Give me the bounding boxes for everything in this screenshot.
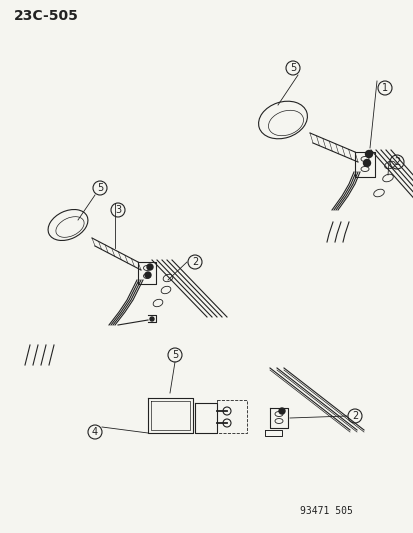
Circle shape [278,408,284,414]
Circle shape [363,159,370,166]
Text: 2: 2 [191,257,198,267]
Text: 93471 505: 93471 505 [299,506,352,516]
Text: 4: 4 [92,427,98,437]
Text: 2: 2 [393,157,399,167]
Circle shape [150,317,154,321]
Text: 5: 5 [289,63,295,73]
Text: 5: 5 [171,350,178,360]
Text: 1: 1 [381,83,387,93]
Text: 3: 3 [115,205,121,215]
Circle shape [147,264,153,270]
Text: 5: 5 [97,183,103,193]
Circle shape [145,272,151,278]
Text: 23C-505: 23C-505 [14,9,79,23]
Text: 2: 2 [351,411,357,421]
Circle shape [365,150,372,157]
